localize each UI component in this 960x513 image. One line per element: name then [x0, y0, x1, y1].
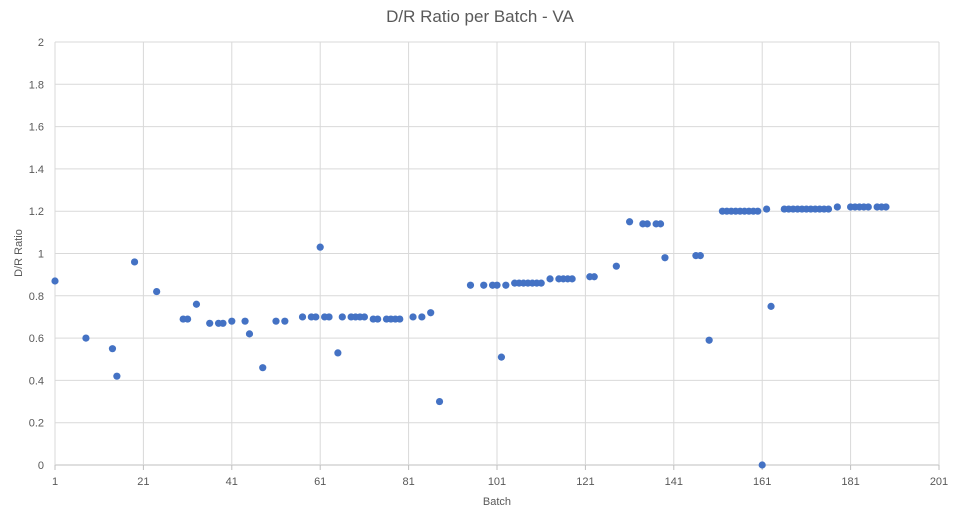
- data-point: [272, 317, 280, 325]
- data-point: [108, 345, 117, 353]
- data-point: [656, 220, 665, 228]
- x-tick-label: 61: [314, 476, 326, 488]
- data-point: [245, 330, 254, 338]
- y-tick-label: 1.4: [29, 164, 44, 176]
- data-point: [312, 313, 320, 321]
- data-point: [767, 302, 775, 310]
- x-tick-label: 141: [665, 476, 683, 488]
- x-tick-label: 41: [226, 476, 238, 488]
- data-point: [705, 336, 713, 344]
- data-point: [396, 315, 404, 323]
- data-point: [409, 313, 417, 321]
- y-axis-ticks: 0 0.2 0.4 0.6 0.8 1 1.2 1.4 1.6 1.8 2: [29, 37, 44, 472]
- chart-title: D/R Ratio per Batch - VA: [386, 7, 574, 26]
- data-point: [502, 281, 510, 289]
- x-tick-label: 21: [137, 476, 149, 488]
- data-point: [882, 203, 890, 211]
- data-point: [754, 207, 762, 215]
- data-point: [51, 277, 59, 285]
- data-point: [497, 353, 506, 361]
- y-tick-label: 1.2: [29, 206, 44, 218]
- data-point: [228, 317, 236, 325]
- y-tick-label: 0.8: [29, 291, 44, 303]
- data-point: [184, 315, 192, 323]
- y-tick-label: 1.6: [29, 122, 44, 134]
- y-tick-label: 1.8: [29, 79, 44, 91]
- x-tick-label: 121: [576, 476, 594, 488]
- data-point: [338, 313, 346, 321]
- data-point: [568, 275, 576, 283]
- data-point: [192, 300, 201, 308]
- x-tick-label: 181: [841, 476, 859, 488]
- data-point: [360, 313, 368, 321]
- data-point: [537, 279, 545, 287]
- data-point: [643, 220, 651, 228]
- data-point: [298, 313, 307, 321]
- data-point: [153, 287, 161, 296]
- data-point: [696, 252, 704, 260]
- x-axis-title: Batch: [483, 496, 511, 508]
- data-point: [82, 334, 90, 342]
- y-tick-label: 0.6: [29, 333, 44, 345]
- data-point: [206, 319, 214, 327]
- y-tick-label: 0: [38, 460, 44, 472]
- y-tick-label: 2: [38, 37, 44, 49]
- data-point: [864, 203, 872, 211]
- x-tick-label: 81: [402, 476, 414, 488]
- data-point: [281, 317, 289, 325]
- x-tick-label: 1: [52, 476, 58, 488]
- data-point: [325, 313, 333, 321]
- data-point: [418, 313, 426, 321]
- gridlines: [54, 41, 940, 470]
- data-point: [661, 254, 669, 262]
- data-point: [480, 281, 488, 289]
- data-point: [466, 281, 475, 289]
- data-point: [612, 262, 620, 270]
- data-point: [334, 349, 342, 357]
- x-axis-ticks: 1 21 41 61 81 101 121 141 161 181 201: [52, 476, 948, 488]
- y-axis-title: D/R Ratio: [13, 229, 25, 277]
- data-point: [435, 397, 444, 406]
- data-point: [833, 203, 841, 211]
- x-tick-label: 201: [930, 476, 948, 488]
- data-point: [546, 275, 554, 283]
- data-point: [130, 258, 139, 266]
- data-point: [316, 243, 324, 251]
- data-point: [590, 273, 598, 281]
- x-tick-label: 101: [488, 476, 506, 488]
- data-point: [259, 364, 267, 372]
- data-point: [758, 461, 766, 469]
- y-tick-label: 0.4: [29, 375, 44, 387]
- x-tick-label: 161: [753, 476, 771, 488]
- data-point: [824, 205, 833, 213]
- data-point: [241, 317, 249, 325]
- y-tick-label: 1: [38, 249, 44, 261]
- data-points: [51, 203, 890, 469]
- data-point: [219, 319, 227, 327]
- data-point: [626, 218, 634, 226]
- data-point: [374, 315, 382, 323]
- data-point: [427, 309, 435, 317]
- y-tick-label: 0.2: [29, 418, 44, 430]
- data-point: [493, 281, 501, 289]
- data-point: [763, 205, 771, 213]
- data-point: [113, 372, 121, 380]
